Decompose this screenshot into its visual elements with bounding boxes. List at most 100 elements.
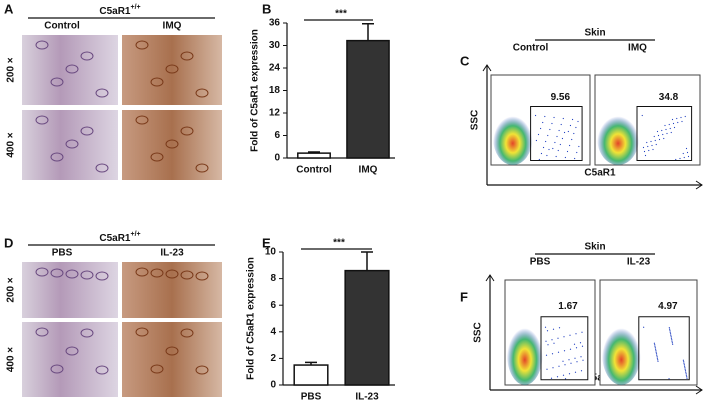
- x-tick-label: IMQ: [359, 165, 378, 176]
- event-dot: [545, 340, 547, 342]
- tissue-structure: [135, 115, 149, 125]
- tissue-structure: [150, 77, 164, 87]
- event-dot: [562, 374, 565, 376]
- event-dot: [568, 359, 570, 361]
- flow-x-label: C5aR1: [584, 168, 616, 179]
- event-dot: [669, 328, 671, 330]
- tissue-structure: [150, 268, 164, 278]
- event-dot: [561, 137, 564, 140]
- event-dot: [566, 150, 569, 153]
- event-dot: [556, 135, 558, 138]
- event-dot: [558, 365, 560, 367]
- histology-image: [22, 262, 118, 318]
- cell-density: [597, 111, 640, 165]
- tissue-structure: [95, 88, 109, 98]
- event-dot: [576, 361, 578, 363]
- event-dot: [641, 114, 643, 117]
- event-dot: [643, 150, 646, 153]
- event-dot: [684, 368, 686, 370]
- event-dot: [549, 128, 551, 131]
- tissue-structure: [165, 269, 179, 279]
- tissue-structure: [180, 270, 194, 280]
- event-dot: [683, 361, 685, 363]
- event-dot: [682, 152, 684, 155]
- event-dot: [683, 156, 685, 159]
- row-label: 400 ×: [6, 132, 17, 157]
- event-dot: [551, 353, 554, 355]
- histology-header: C5aR1+/+: [99, 4, 140, 17]
- event-dot: [655, 348, 657, 350]
- event-dot: [671, 342, 673, 344]
- histology-image: [22, 35, 118, 105]
- panel-label: F: [460, 289, 468, 304]
- event-dot: [670, 336, 672, 338]
- event-dot: [545, 354, 548, 356]
- event-dot: [574, 357, 576, 359]
- tissue-structure: [150, 364, 164, 374]
- gate: [530, 106, 583, 161]
- event-dot: [685, 371, 687, 373]
- y-tick-label: 6: [270, 300, 276, 311]
- header-superscript: +/+: [131, 231, 141, 238]
- event-dot: [575, 333, 577, 335]
- flow-y-label: SSC: [470, 110, 481, 131]
- tissue-structure: [80, 270, 94, 280]
- event-dot: [546, 368, 548, 370]
- bar: [297, 152, 331, 159]
- event-dot: [571, 118, 574, 121]
- cell-density: [601, 322, 641, 385]
- event-dot: [581, 331, 583, 333]
- event-dot: [563, 131, 566, 134]
- event-dot: [654, 347, 656, 349]
- event-dot: [559, 143, 561, 146]
- event-dot: [672, 343, 674, 345]
- cell-density: [506, 322, 543, 385]
- event-dot: [654, 344, 656, 346]
- event-dot: [685, 147, 688, 150]
- row-label: 200 ×: [6, 57, 17, 82]
- event-dot: [654, 345, 656, 347]
- event-dot: [670, 337, 673, 339]
- row-label: 200 ×: [6, 277, 17, 302]
- tissue-structure: [180, 328, 194, 338]
- histology-image: [122, 262, 222, 318]
- axis-arrow: [695, 385, 703, 395]
- bar: [293, 364, 329, 386]
- event-dot: [558, 129, 560, 132]
- event-dot: [540, 152, 543, 155]
- event-dot: [680, 116, 682, 119]
- tissue-structure: [65, 64, 79, 74]
- tissue-structure: [35, 267, 49, 277]
- event-dot: [668, 378, 670, 380]
- y-tick-label: 36: [269, 18, 281, 29]
- y-tick-label: 6: [274, 130, 280, 141]
- event-dot: [544, 326, 547, 328]
- event-dot: [557, 351, 560, 353]
- event-dot: [655, 350, 657, 352]
- event-dot: [560, 123, 562, 126]
- tissue-structure: [195, 163, 209, 173]
- event-dot: [681, 120, 683, 123]
- axis-arrow: [482, 64, 492, 72]
- tissue-structure: [135, 327, 149, 337]
- event-dot: [567, 130, 569, 133]
- column-label: IMQ: [163, 21, 182, 32]
- event-dot: [656, 130, 659, 133]
- y-tick-label: 10: [265, 247, 277, 258]
- event-dot: [658, 138, 661, 141]
- tissue-structure: [180, 51, 194, 61]
- event-dot: [552, 367, 554, 369]
- column-label: IMQ: [628, 43, 647, 54]
- event-dot: [557, 337, 559, 339]
- gate-value: 34.8: [659, 92, 679, 103]
- event-dot: [579, 342, 582, 344]
- x-tick-label: PBS: [301, 392, 322, 403]
- tissue-structure: [195, 365, 209, 375]
- event-dot: [657, 134, 660, 137]
- y-axis-label: Fold of C5aR1 expression: [246, 257, 257, 380]
- axis-arrow: [695, 180, 703, 190]
- event-dot: [564, 378, 567, 380]
- event-dot: [670, 334, 672, 336]
- panel-label: D: [4, 235, 13, 250]
- tissue-structure: [165, 64, 179, 74]
